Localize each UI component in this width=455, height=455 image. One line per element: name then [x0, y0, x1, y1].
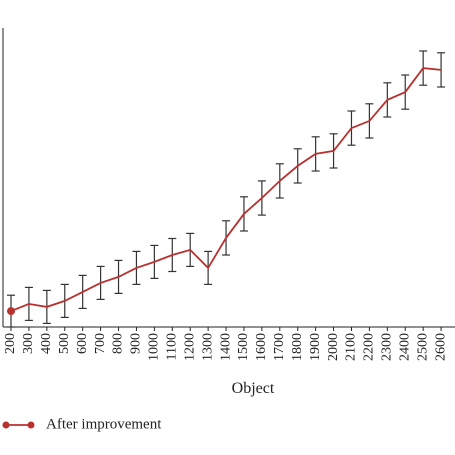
legend-label: After improvement: [46, 416, 162, 432]
x-axis-title: Object: [232, 380, 275, 397]
x-tick-label: 1200: [182, 333, 197, 361]
x-tick-label: 1300: [200, 333, 215, 361]
x-tick-label: 400: [39, 333, 54, 354]
x-tick-label: 200: [3, 333, 18, 354]
x-tick-label: 1000: [147, 333, 162, 361]
x-tick-label: 1100: [164, 333, 179, 360]
start-marker: [7, 307, 15, 316]
series-line: [10, 67, 442, 312]
x-tick-label: 1800: [290, 333, 305, 361]
x-tick-label: 2500: [415, 333, 430, 361]
x-tick-label: 500: [57, 333, 72, 354]
x-tick-label: 2000: [326, 333, 341, 361]
x-tick-label: 600: [75, 333, 90, 354]
x-tick-label: 1900: [308, 333, 323, 361]
x-tick-label: 700: [93, 333, 108, 354]
x-tick-label: 1700: [272, 333, 287, 361]
legend-dot: [27, 421, 35, 429]
legend-dot: [2, 421, 10, 429]
x-tick-label: 2300: [380, 333, 395, 361]
x-tick-label: 1400: [218, 333, 233, 361]
x-tick-label: 900: [129, 333, 144, 354]
x-tick-label: 2400: [397, 333, 412, 361]
x-tick-label: 2600: [433, 333, 448, 361]
x-tick-label: 1600: [254, 333, 269, 361]
x-tick-label: 2100: [344, 333, 359, 361]
x-tick-label: 300: [21, 333, 36, 354]
x-tick-label: 1500: [236, 333, 251, 361]
x-tick-label: 2200: [362, 333, 377, 361]
x-tick-label: 800: [111, 333, 126, 354]
